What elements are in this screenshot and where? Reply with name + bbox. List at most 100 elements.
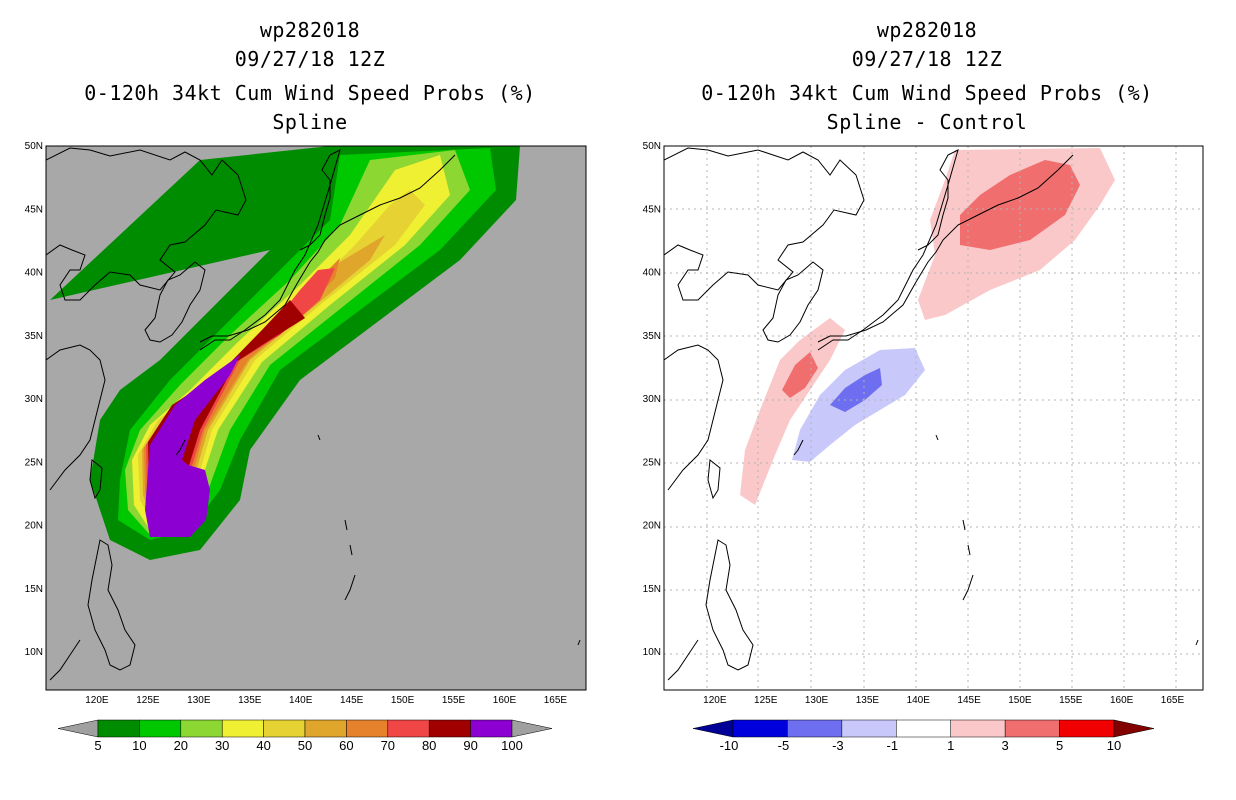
right-product-title: 0-120h 34kt Cum Wind Speed Probs (%) [701,81,1153,105]
left-colorbar-swatch [97,719,140,738]
left-colorbar-swatch [139,719,182,738]
right-date: 09/27/18 12Z [851,47,1003,71]
left-colorbar-label: 80 [422,738,436,753]
right-colorbar-label: -1 [887,738,899,753]
left-colorbar-label: 60 [339,738,353,753]
right-storm-id: wp282018 [876,18,978,42]
right-colorbar-swatch [841,719,897,738]
right-coastlines [664,147,1199,681]
right-colorbar-label: 5 [1056,738,1063,753]
right-gridlines [664,146,1203,690]
left-xtick-label: 130E [187,695,211,706]
diff-pos-north-3 [960,160,1080,250]
axes-layer: 120E 125E 130E 135E 140E 145E 150E 155E 160E 165E… [25,141,1185,706]
left-ytick-label: 45N [25,204,43,215]
left-colorbar-swatch [346,719,389,738]
colorbars: 5 10 20 30 40 50 60 70 80 90 100 -10 -5 -3 -1 1 3 5 10 [57,719,1155,753]
left-ytick-label: 10N [25,647,43,658]
right-colorbar-label: -5 [778,738,790,753]
left-colorbar-swatch [387,719,430,738]
right-xtick-label: 165E [1161,695,1185,706]
right-diff-field [664,146,1203,690]
right-xtick-label: 140E [907,695,931,706]
right-title-block: wp282018 09/27/18 12Z 0-120h 34kt Cum Wi… [647,16,1207,137]
diff-pos-south-3 [782,352,818,398]
right-xtick-label: 120E [703,695,727,706]
right-colorbar-label: 1 [947,738,954,753]
left-colorbar-label: 90 [463,738,477,753]
left-colorbar-label: 20 [174,738,188,753]
swath-level-90 [145,355,240,537]
diff-neg-3 [830,368,882,412]
right-colorbar-label: 10 [1107,738,1121,753]
left-product-title: 0-120h 34kt Cum Wind Speed Probs (%) [84,81,536,105]
left-colorbar-high-arrow [511,719,553,738]
right-colorbar-label: 3 [1002,738,1009,753]
left-xtick-label: 120E [85,695,109,706]
left-colorbar-label: 100 [501,738,523,753]
left-map [45,145,587,691]
left-colorbar-label: 50 [298,738,312,753]
right-colorbar-label: -3 [832,738,844,753]
right-colorbar-swatch [732,719,788,738]
left-colorbar-swatch [263,719,306,738]
right-xtick-label: 125E [754,695,778,706]
swath-level-50 [142,235,385,518]
right-colorbar-swatch [787,719,843,738]
left-xtick-label: 125E [136,695,160,706]
right-colorbar-low-arrow [692,719,734,738]
right-xtick-label: 145E [957,695,981,706]
left-colorbar-swatch [428,719,471,738]
left-colorbar-label: 30 [215,738,229,753]
left-ytick-label: 30N [25,394,43,405]
left-ytick-label: 15N [25,584,43,595]
right-colorbar-swatch [1004,719,1060,738]
left-ytick-label: 40N [25,268,43,279]
left-subtitle: Spline [272,110,348,134]
right-ytick-label: 25N [643,457,661,468]
right-colorbar-swatch [896,719,951,738]
right-ytick-label: 45N [643,204,661,215]
right-colorbar-swatch [1059,719,1115,738]
left-colorbar-swatch [180,719,223,738]
right-ytick-label: 30N [643,394,661,405]
left-xtick-label: 165E [544,695,568,706]
right-ytick-label: 50N [643,141,661,152]
swath-level-80 [148,300,305,510]
right-colorbar-swatch [950,719,1006,738]
right-ytick-label: 40N [643,268,661,279]
diff-neg-1 [792,348,925,462]
left-storm-id: wp282018 [259,18,361,42]
left-xtick-label: 145E [340,695,364,706]
left-xtick-label: 155E [442,695,466,706]
right-xtick-label: 135E [856,695,880,706]
left-date: 09/27/18 12Z [234,47,386,71]
left-xtick-label: 150E [391,695,415,706]
right-colorbar-label: -10 [720,738,739,753]
left-colorbar-label: 10 [132,738,146,753]
diff-pos-south-1 [740,318,845,505]
left-xtick-label: 140E [289,695,313,706]
left-colorbar-swatch [221,719,264,738]
left-colorbar-label: 40 [256,738,270,753]
left-ytick-label: 35N [25,331,43,342]
left-title-block: wp282018 09/27/18 12Z 0-120h 34kt Cum Wi… [30,16,590,137]
right-xtick-label: 130E [805,695,829,706]
right-xtick-label: 150E [1008,695,1032,706]
left-xtick-label: 135E [238,695,262,706]
left-coastlines [46,147,581,681]
left-ytick-label: 20N [25,521,43,532]
left-colorbar-label: 70 [381,738,395,753]
left-colorbar-swatch [304,719,347,738]
right-xtick-label: 155E [1059,695,1083,706]
left-ytick-label: 50N [25,141,43,152]
right-colorbar-high-arrow [1113,719,1155,738]
right-map-frame [663,145,1204,691]
right-ytick-label: 10N [643,647,661,658]
right-ytick-label: 20N [643,521,661,532]
right-map [663,145,1204,691]
right-ytick-label: 15N [643,584,661,595]
left-colorbar-low-arrow [57,719,99,738]
left-colorbar-label: 5 [94,738,101,753]
